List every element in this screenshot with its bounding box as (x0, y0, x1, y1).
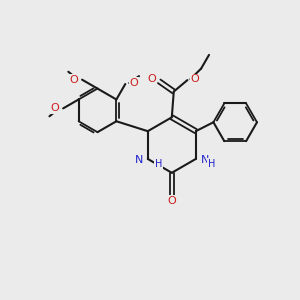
Text: O: O (147, 74, 156, 84)
Text: N: N (201, 155, 209, 165)
Text: O: O (69, 75, 78, 85)
Text: O: O (129, 78, 138, 88)
Text: H: H (208, 159, 215, 169)
Text: O: O (50, 103, 59, 113)
Text: O: O (190, 74, 199, 84)
Text: N: N (134, 155, 143, 165)
Text: H: H (155, 159, 162, 169)
Text: O: O (167, 196, 176, 206)
